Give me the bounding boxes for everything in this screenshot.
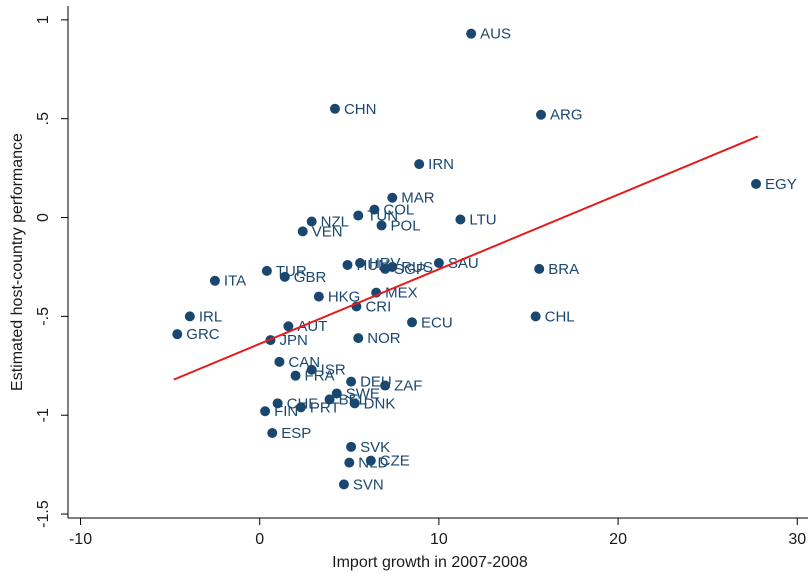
- point-label: ESP: [281, 425, 311, 442]
- point-label: ECU: [421, 314, 453, 331]
- point: [261, 265, 272, 276]
- point: [306, 364, 317, 375]
- point-label: NZL: [321, 213, 349, 230]
- point: [536, 109, 547, 120]
- point: [331, 388, 342, 399]
- y-tick-label: .5: [35, 112, 52, 125]
- point: [297, 226, 308, 237]
- point-label: SVK: [360, 439, 390, 456]
- point-label: VEN: [312, 223, 343, 240]
- y-tick-label: 0: [35, 213, 52, 222]
- point-label: TUN: [367, 208, 398, 225]
- x-tick-label: -10: [69, 531, 92, 548]
- point-label: LTU: [469, 211, 496, 228]
- point: [530, 311, 541, 322]
- point: [313, 291, 324, 302]
- point: [751, 178, 762, 189]
- point-label: SAU: [448, 255, 479, 272]
- point: [209, 275, 220, 286]
- point-label: FRA: [305, 368, 335, 385]
- point-label: MAR: [401, 190, 435, 207]
- point-label: IRL: [199, 308, 222, 325]
- point: [272, 398, 283, 409]
- point: [433, 257, 444, 268]
- point-label: IRN: [428, 156, 454, 173]
- point-label: GRC: [186, 326, 220, 343]
- point: [342, 259, 353, 270]
- x-axis-title: Import growth in 2007-2008: [332, 554, 528, 571]
- point: [346, 441, 357, 452]
- point: [355, 257, 366, 268]
- point: [172, 329, 183, 340]
- y-tick-label: -.5: [35, 307, 52, 326]
- point: [534, 263, 545, 274]
- point-label: JPN: [279, 332, 307, 349]
- point: [353, 333, 364, 344]
- point-label: NOR: [367, 330, 401, 347]
- point: [306, 216, 317, 227]
- point: [353, 210, 364, 221]
- point-label: ZAF: [394, 378, 422, 395]
- point-label: SGP: [394, 261, 426, 278]
- point-label: SVN: [353, 476, 384, 493]
- point-label: ISR: [321, 362, 346, 379]
- point: [184, 311, 195, 322]
- x-tick-label: 20: [609, 531, 627, 548]
- point: [369, 204, 380, 215]
- point-label: FIN: [274, 403, 298, 420]
- point-label: CHE: [287, 395, 319, 412]
- point: [338, 479, 349, 490]
- x-tick-label: 0: [255, 531, 264, 548]
- point-label: ITA: [224, 273, 246, 290]
- point: [387, 192, 398, 203]
- point-label: COL: [383, 202, 414, 219]
- point: [376, 220, 387, 231]
- point: [344, 457, 355, 468]
- x-tick-label: 10: [430, 531, 448, 548]
- point-label: ARG: [550, 107, 583, 124]
- point-label: CHL: [545, 308, 575, 325]
- y-tick-label: -1.5: [35, 500, 52, 528]
- y-axis-title: Estimated host-country performance: [9, 133, 26, 391]
- point: [466, 28, 477, 39]
- point: [387, 261, 398, 272]
- point-label: BRA: [548, 261, 579, 278]
- point-label: POL: [391, 217, 421, 234]
- point: [346, 376, 357, 387]
- point-label: RUS: [401, 259, 433, 276]
- point-label: AUT: [297, 318, 327, 335]
- point: [260, 406, 271, 417]
- point: [283, 321, 294, 332]
- point-label: CHN: [344, 101, 377, 118]
- point: [349, 398, 360, 409]
- point: [329, 103, 340, 114]
- point-label: PRT: [310, 399, 340, 416]
- x-tick-label: 30: [788, 531, 806, 548]
- point-label: AUS: [480, 26, 511, 43]
- point: [455, 214, 466, 225]
- point: [324, 394, 335, 405]
- point: [365, 455, 376, 466]
- point-label: HKG: [328, 289, 361, 306]
- point: [290, 370, 301, 381]
- point-label: CRI: [365, 298, 391, 315]
- fit-line: [173, 135, 759, 381]
- point: [380, 380, 391, 391]
- point: [407, 317, 418, 328]
- point: [267, 427, 278, 438]
- point: [295, 402, 306, 413]
- y-tick-label: 1: [35, 15, 52, 24]
- point-label: CZE: [380, 453, 410, 470]
- point-label: DNK: [364, 395, 396, 412]
- point-label: SWE: [346, 385, 380, 402]
- point: [414, 159, 425, 170]
- point-label: EGY: [765, 176, 797, 193]
- y-tick-label: -1: [35, 408, 52, 422]
- point: [279, 271, 290, 282]
- point: [274, 356, 285, 367]
- point-label: GBR: [294, 269, 327, 286]
